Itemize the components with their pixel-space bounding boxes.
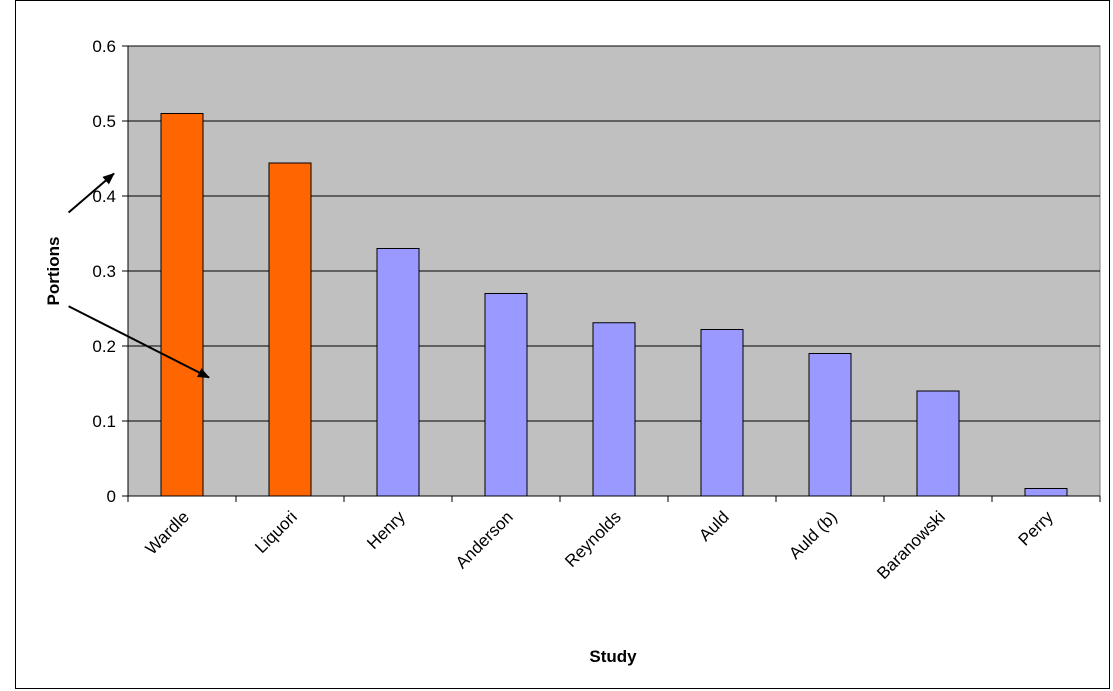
x-tick-label: Perry <box>1015 507 1058 550</box>
y-tick-label: 0.6 <box>92 37 116 56</box>
x-tick-label: Henry <box>363 507 409 553</box>
bar-reynolds <box>592 322 636 497</box>
arrow-to-wardle <box>67 172 115 214</box>
x-tick-label: Baranowski <box>873 507 949 583</box>
x-tick-label: Auld (b) <box>785 507 841 563</box>
bar-perry <box>1024 488 1068 497</box>
x-tick-label: Liquori <box>251 507 301 557</box>
bar-henry <box>376 248 420 497</box>
bars <box>160 113 1068 497</box>
y-tick-label: 0.5 <box>92 112 116 131</box>
bar-baranowski <box>916 390 960 497</box>
y-tick-label: 0.4 <box>92 187 116 206</box>
y-tick-label: 0.1 <box>92 412 116 431</box>
bar-liquori <box>268 162 312 497</box>
x-tick-label: Wardle <box>142 507 193 558</box>
bar-auld-b <box>808 353 852 497</box>
y-tick-label: 0 <box>107 487 116 506</box>
bar-wardle <box>160 113 204 497</box>
arrow-to-liquori <box>68 305 210 379</box>
y-tick-label: 0.3 <box>92 262 116 281</box>
annotation-arrows <box>67 172 210 379</box>
y-tick-labels: 0 0.1 0.2 0.3 0.4 0.5 0.6 <box>92 37 116 506</box>
x-tick-labels: Wardle Liquori Henry Anderson Reynolds Auld Au… <box>142 507 1057 583</box>
x-tick-label: Anderson <box>452 507 517 572</box>
x-tick-label: Reynolds <box>561 507 625 571</box>
bar-auld <box>700 329 744 497</box>
x-axis-title: Study <box>589 647 637 666</box>
y-axis-title: Portions <box>44 237 63 306</box>
y-tick-label: 0.2 <box>92 337 116 356</box>
x-tick-label: Auld <box>695 507 732 544</box>
bar-anderson <box>484 293 528 497</box>
axes <box>122 45 1101 502</box>
